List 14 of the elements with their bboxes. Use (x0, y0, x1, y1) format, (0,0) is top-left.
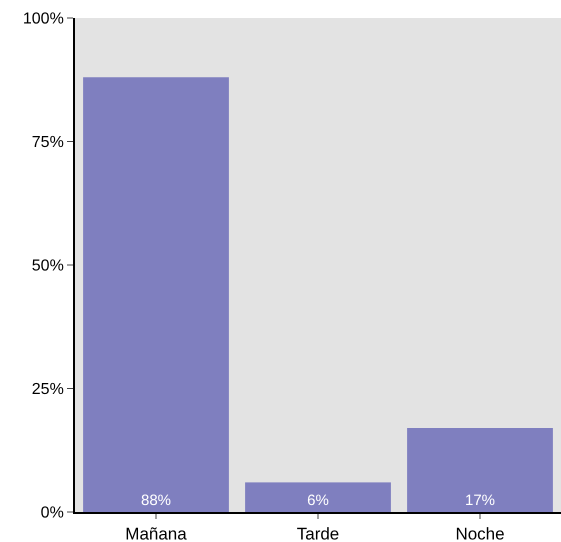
x-tick-label: Noche (455, 524, 505, 542)
bar (83, 77, 229, 512)
bar (407, 428, 553, 512)
data-label: 17% (464, 492, 496, 509)
data-label: 6% (307, 492, 329, 509)
y-tick-label: 75% (32, 134, 64, 152)
y-tick-label: 50% (32, 258, 64, 275)
y-tick-label: 0% (40, 504, 64, 522)
y-tick-label: 100% (22, 10, 64, 28)
data-label: 88% (140, 492, 172, 509)
x-tick-label: Mañana (125, 524, 188, 542)
bar (245, 482, 391, 512)
y-tick-label: 25% (32, 381, 64, 398)
x-tick-label: Tarde (296, 524, 340, 542)
